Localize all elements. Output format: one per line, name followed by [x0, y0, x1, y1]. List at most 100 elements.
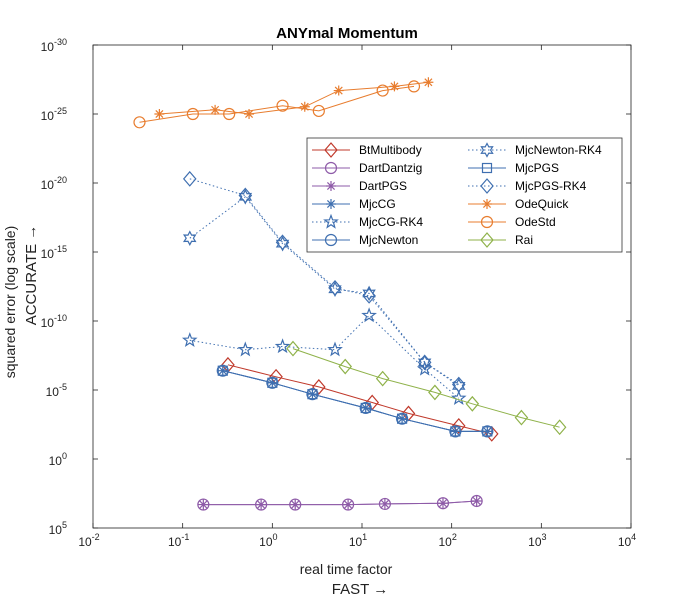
- data-point: [256, 499, 267, 510]
- series-line: [189, 314, 460, 399]
- data-point: [423, 77, 434, 88]
- data-point: [379, 498, 390, 509]
- x-axis-label: real time factor: [300, 561, 393, 577]
- legend-label: MjcNewton-RK4: [515, 143, 602, 157]
- x-tick-label: 10-1: [168, 532, 189, 549]
- data-point: [276, 99, 289, 112]
- legend-marker: [324, 233, 338, 247]
- data-point: [299, 101, 310, 112]
- legend-marker: [480, 178, 494, 194]
- legend-label: OdeStd: [515, 215, 556, 229]
- series-layer: [133, 77, 567, 511]
- y-tick-label: 10-15: [41, 244, 67, 261]
- data-point: [428, 384, 442, 401]
- legend-marker: [326, 181, 336, 191]
- data-point: [338, 358, 353, 375]
- data-point: [275, 234, 290, 251]
- data-point: [306, 388, 319, 401]
- data-point: [396, 413, 408, 424]
- data-point: [482, 426, 493, 437]
- x-tick-label: 10-2: [78, 532, 99, 549]
- y-axis-sublabel: ACCURATE →: [23, 225, 40, 326]
- data-point: [360, 402, 371, 414]
- legend-item: BtMultibody: [312, 142, 422, 158]
- data-point: [312, 104, 325, 118]
- x-axis-sublabel: FAST →: [332, 581, 388, 598]
- legend-label: OdeQuick: [515, 197, 569, 211]
- series-MjcPGS: [217, 365, 493, 437]
- legend-item: MjcNewton: [312, 233, 418, 247]
- data-point: [471, 495, 482, 506]
- series-BtMultibody: [221, 356, 499, 442]
- series-OdeQuick: [154, 77, 434, 119]
- y-tick-label: 10-30: [41, 37, 67, 54]
- legend-box: [306, 137, 623, 253]
- legend-item: DartDantzig: [312, 161, 422, 175]
- data-point: [198, 499, 209, 510]
- series-line: [222, 370, 488, 432]
- series-line: [139, 85, 415, 123]
- legend-item: DartPGS: [312, 179, 407, 193]
- series-line: [203, 500, 477, 506]
- data-point: [267, 377, 278, 388]
- y-axis-label: squared error (log scale): [2, 226, 18, 379]
- series-MjcCG-RK4: [181, 307, 467, 406]
- data-point: [274, 338, 291, 354]
- data-point: [450, 390, 467, 406]
- data-point: [451, 376, 466, 393]
- data-point: [133, 116, 146, 129]
- legend-marker: [324, 161, 338, 175]
- y-tick-label: 10-5: [46, 382, 67, 399]
- series-line: [292, 348, 560, 428]
- data-point: [437, 498, 448, 509]
- legend-marker: [324, 142, 338, 158]
- data-point: [450, 426, 461, 437]
- data-point: [552, 419, 567, 436]
- data-point: [154, 109, 165, 119]
- data-point: [362, 287, 376, 304]
- data-point: [237, 341, 254, 357]
- legend-marker: [326, 199, 336, 209]
- legend-item: MjcCG: [312, 197, 396, 211]
- data-point: [376, 84, 389, 97]
- legend-label: DartDantzig: [359, 161, 422, 175]
- legend-item: MjcPGS: [468, 161, 559, 175]
- legend-item: Rai: [468, 232, 533, 248]
- x-tick-label: 100: [259, 532, 277, 549]
- data-point: [482, 426, 493, 437]
- data-point: [290, 499, 301, 510]
- data-point: [395, 412, 409, 425]
- legend-label: MjcCG: [359, 197, 396, 211]
- legend-marker: [482, 199, 492, 209]
- legend-item: OdeQuick: [468, 197, 569, 211]
- legend-label: MjcPGS: [515, 161, 559, 175]
- y-tick-label: 10-20: [41, 175, 67, 192]
- legend-marker: [480, 142, 494, 158]
- x-tick-label: 102: [438, 532, 456, 549]
- series-line: [222, 370, 488, 432]
- data-point: [217, 365, 228, 376]
- y-tick-label: 105: [49, 520, 67, 537]
- legend-marker: [323, 213, 339, 229]
- data-point: [465, 395, 480, 412]
- legend: BtMultibody DartDantzig DartPGS MjcCG MjcCG-…: [306, 137, 623, 253]
- y-tick-label: 10-25: [41, 106, 67, 123]
- legend-item: MjcPGS-RK4: [468, 178, 587, 194]
- legend-label: BtMultibody: [359, 143, 422, 157]
- chart-title: ANYmal Momentum: [276, 25, 418, 42]
- legend-marker: [480, 215, 494, 229]
- x-tick-label: 101: [349, 532, 367, 549]
- series-MjcPGS-RK4: [182, 170, 466, 393]
- y-tick-label: 100: [49, 451, 67, 468]
- data-point: [307, 389, 318, 400]
- series-MjcCG: [217, 365, 493, 437]
- x-tick-label: 103: [528, 532, 546, 549]
- y-tick-label: 10-10: [41, 313, 67, 330]
- data-point: [238, 187, 253, 204]
- series-DartPGS: [198, 495, 482, 510]
- x-tick-label: 104: [618, 532, 636, 549]
- data-point: [181, 332, 198, 348]
- series-Rai: [286, 340, 567, 436]
- data-point: [417, 354, 432, 371]
